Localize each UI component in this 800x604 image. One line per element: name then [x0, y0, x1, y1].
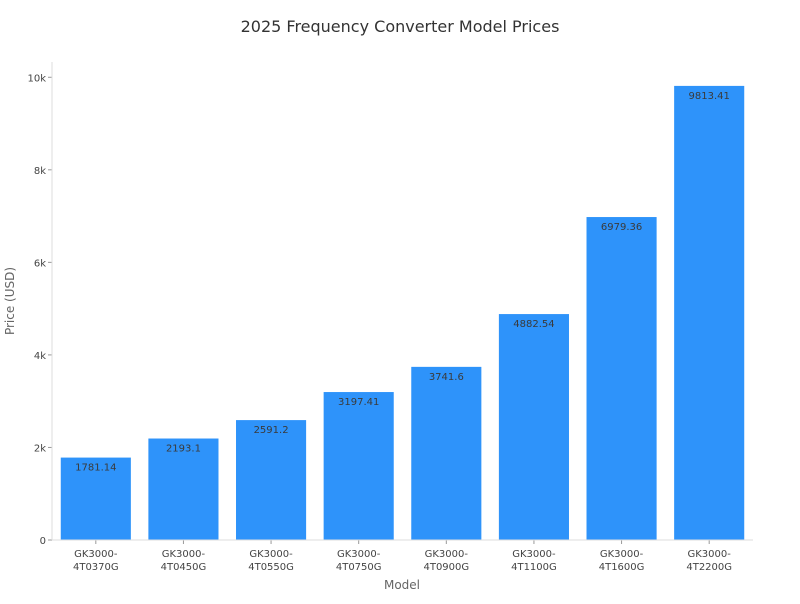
x-tick-label: GK3000-4T1600G [599, 549, 645, 573]
bar [674, 85, 745, 540]
y-tick-label: 2k [34, 443, 46, 454]
data-label: 2591.2 [254, 425, 289, 436]
bar [323, 392, 394, 540]
bar [148, 438, 219, 540]
x-tick-label: GK3000-4T1100G [511, 549, 557, 573]
y-tick-label: 0 [40, 536, 46, 547]
y-tick-label: 6k [34, 258, 46, 269]
data-label: 3197.41 [338, 397, 379, 408]
x-tick-label: GK3000-4T0900G [423, 549, 469, 573]
bar [586, 217, 657, 540]
y-tick-label: 10k [27, 73, 46, 84]
x-tick-label: GK3000-4T0550G [248, 549, 294, 573]
x-tick-label: GK3000-4T0370G [73, 549, 119, 573]
y-tick-label: 8k [34, 166, 46, 177]
chart-title: 2025 Frequency Converter Model Prices [241, 17, 560, 36]
x-tick-label: GK3000-4T0750G [336, 549, 382, 573]
x-axis-label: Model [384, 578, 420, 592]
data-label: 4882.54 [513, 319, 554, 330]
bar [236, 420, 307, 540]
data-label: 2193.1 [166, 444, 201, 455]
data-label: 9813.41 [689, 91, 730, 102]
data-label: 3741.6 [429, 372, 464, 383]
data-label: 1781.14 [75, 463, 116, 474]
y-axis-label: Price (USD) [3, 267, 17, 335]
data-label: 6979.36 [601, 222, 642, 233]
bar [60, 457, 131, 540]
y-tick-label: 4k [34, 351, 46, 362]
x-tick-label: GK3000-4T2200G [686, 549, 732, 573]
x-tick-label: GK3000-4T0450G [161, 549, 207, 573]
bar [498, 314, 569, 540]
bar [411, 366, 482, 540]
